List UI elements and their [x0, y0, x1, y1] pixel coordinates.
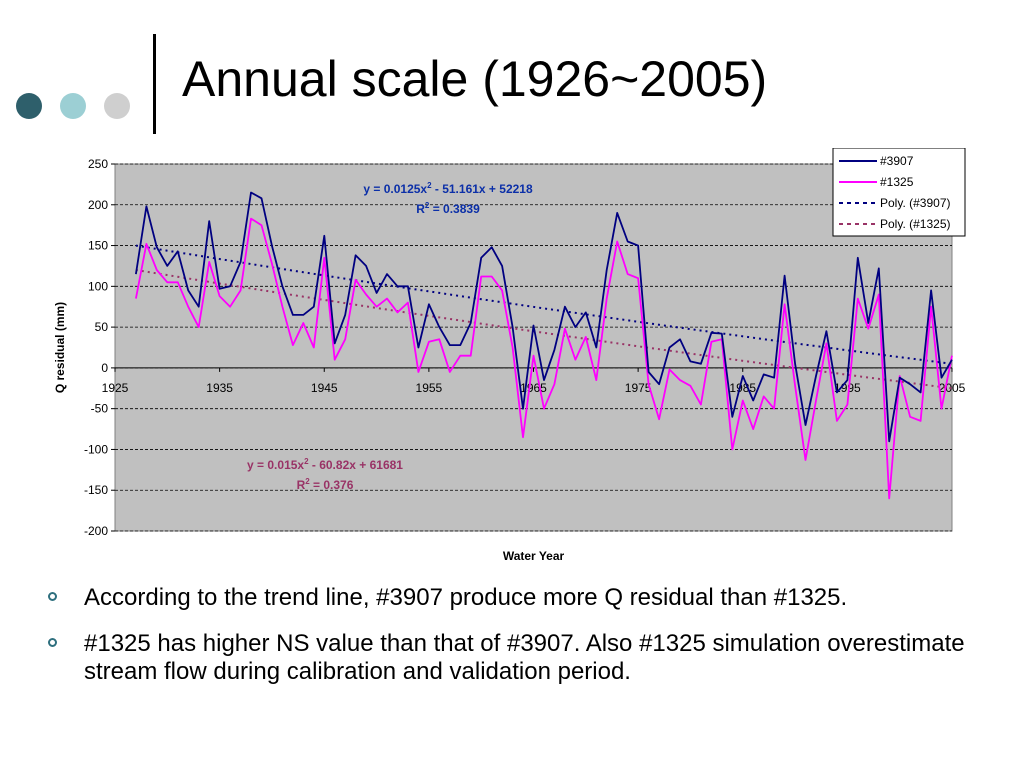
x-tick-label: 1945	[311, 381, 338, 395]
y-tick-label: 200	[88, 198, 108, 212]
r-squared-text: R2 = 0.376	[297, 477, 354, 492]
bullet-text: According to the trend line, #3907 produ…	[84, 584, 848, 611]
x-axis-title: Water Year	[503, 549, 565, 563]
r-squared-text: R2 = 0.3839	[416, 201, 480, 216]
y-tick-label: 0	[101, 361, 108, 375]
x-tick-label: 1975	[625, 381, 652, 395]
series-line	[135, 191, 953, 443]
equation-text: y = 0.015x2 - 60.82x + 61681	[247, 457, 403, 472]
y-axis-title: Q residual (mm)	[53, 302, 67, 393]
decorative-dots	[16, 93, 136, 123]
bullet-text: #1325 has higher NS value than that of #…	[84, 630, 965, 685]
y-tick-label: 100	[88, 279, 108, 293]
legend-box	[832, 148, 966, 237]
bullet-icon	[48, 592, 57, 601]
trendline-equation: y = 0.015x2 - 60.82x + 61681 R2 = 0.376	[247, 457, 403, 492]
dot-gray	[104, 93, 130, 119]
legend-label: Poly. (#3907)	[880, 196, 950, 210]
x-tick-label: 1925	[102, 381, 129, 395]
x-tick-label: 1935	[206, 381, 233, 395]
legend-label: #3907	[880, 154, 914, 168]
x-tick-label: 2005	[939, 381, 966, 395]
dot-light	[60, 93, 86, 119]
bullet-item: According to the trend line, #3907 produ…	[44, 584, 1004, 612]
y-tick-label: -50	[91, 402, 109, 416]
legend-label: Poly. (#1325)	[880, 217, 950, 231]
legend-label: #1325	[880, 175, 914, 189]
y-tick-label: 250	[88, 157, 108, 171]
legend: #3907 #1325 Poly. (#3907) Poly. (#1325)	[832, 148, 966, 237]
bullet-item: #1325 has higher NS value than that of #…	[44, 630, 1004, 686]
slide-title: Annual scale (1926~2005)	[182, 51, 768, 107]
y-tick-label: -150	[84, 483, 108, 497]
series-line	[135, 217, 953, 500]
plot-area	[114, 163, 953, 532]
y-tick-label: 150	[88, 239, 108, 253]
trendline-equation: y = 0.0125x2 - 51.161x + 52218 R2 = 0.383…	[363, 181, 533, 216]
dot-dark	[16, 93, 42, 119]
title-divider	[153, 34, 156, 134]
bullet-icon	[48, 638, 57, 647]
y-tick-label: -100	[84, 442, 108, 456]
x-tick-label: 1995	[834, 381, 861, 395]
y-tick-label: 50	[95, 320, 109, 334]
equation-text: y = 0.0125x2 - 51.161x + 52218	[363, 181, 533, 196]
bullet-list: According to the trend line, #3907 produ…	[44, 584, 1004, 704]
x-tick-label: 1955	[416, 381, 443, 395]
chart: 250 200 150 100 50 0 -50 -100 -150 -200 1925 1935 19…	[53, 148, 966, 563]
x-tick-label: 1985	[729, 381, 756, 395]
y-tick-label: -200	[84, 524, 108, 538]
